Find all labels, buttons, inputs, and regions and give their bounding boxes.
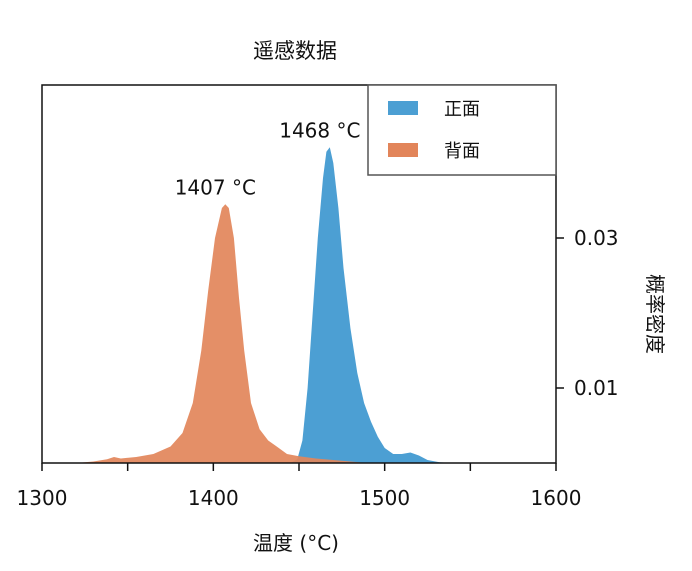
legend-frame <box>367 84 557 176</box>
density-area-front <box>290 147 454 464</box>
legend-label-front: 正面 <box>444 99 480 120</box>
legend-swatch-back <box>388 143 418 157</box>
x-tick-label: 1600 <box>531 486 582 510</box>
y-axis-label: 概率密度 <box>643 274 667 354</box>
legend-swatch-front <box>388 101 418 115</box>
density-area-back <box>76 204 368 464</box>
legend: 正面 背面 <box>367 84 557 176</box>
chart-title: 遥感数据 <box>253 39 337 63</box>
y-tick-label: 0.01 <box>574 376 619 400</box>
y-tick-label: 0.03 <box>574 226 619 250</box>
x-axis-label: 温度 (°C) <box>253 531 339 555</box>
peak-annotation: 1407 °C <box>175 175 256 199</box>
x-tick-label: 1400 <box>188 486 239 510</box>
x-tick-label: 1300 <box>17 486 68 510</box>
legend-label-back: 背面 <box>444 141 480 162</box>
x-tick-label: 1500 <box>359 486 410 510</box>
peak-annotation: 1468 °C <box>279 118 360 142</box>
